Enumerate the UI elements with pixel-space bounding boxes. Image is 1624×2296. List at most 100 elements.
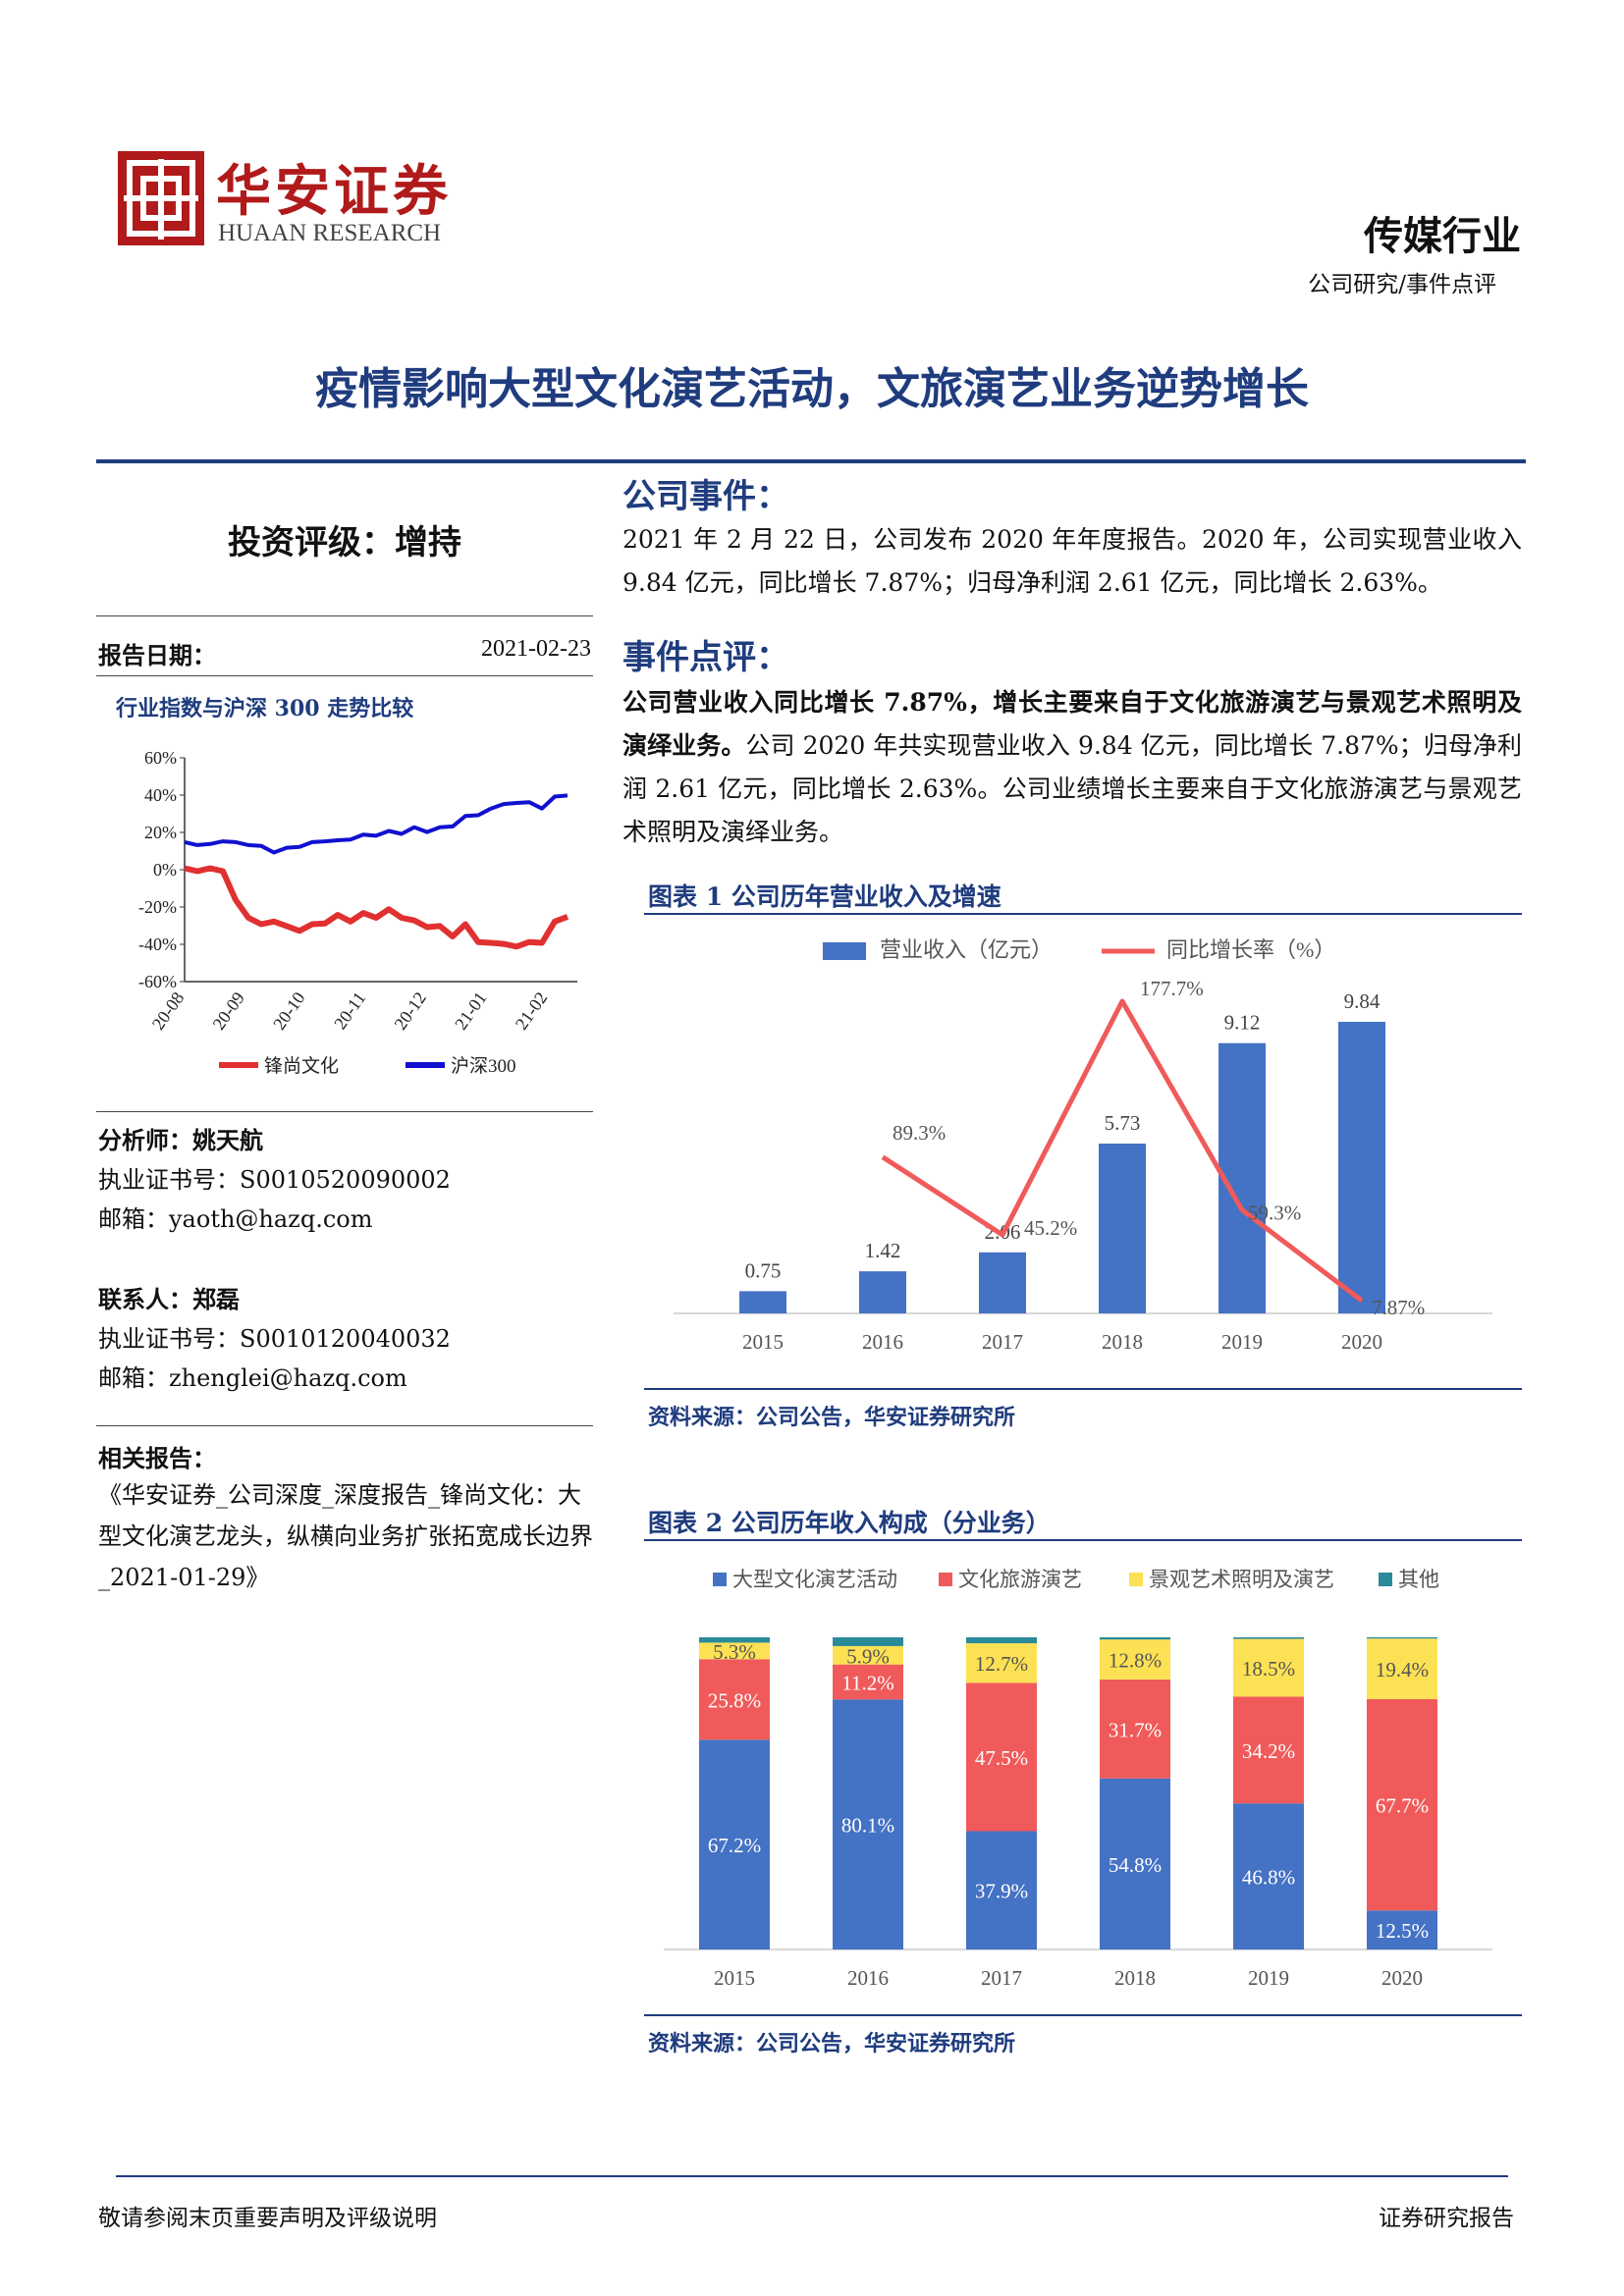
growth-rate-label: 7.87% xyxy=(1372,1296,1425,1319)
bar-value-label: 9.84 xyxy=(1344,989,1380,1013)
contact-label: 联系人： xyxy=(98,1285,192,1313)
x-tick-label: 21-02 xyxy=(512,988,551,1034)
report-date: 2021-02-23 xyxy=(481,636,591,662)
x-tick-label: 2019 xyxy=(1221,1330,1263,1354)
segment-label: 67.7% xyxy=(1376,1794,1429,1818)
segment-label: 19.4% xyxy=(1376,1658,1429,1682)
segment-2015-0 xyxy=(699,1739,770,1949)
segment-2015-2 xyxy=(699,1642,770,1660)
growth-rate-label: 59.3% xyxy=(1248,1201,1301,1225)
event-text: 2021 年 2 月 22 日，公司发布 2020 年年度报告。2020 年，公… xyxy=(623,525,1522,597)
comment-paragraph: 公司营业收入同比增长 7.87%，增长主要来自于文化旅游演艺与景观艺术照明及演绎… xyxy=(623,681,1522,854)
x-tick-label: 2016 xyxy=(847,1966,889,1990)
report-title: 疫情影响大型文化演艺活动，文旅演艺业务逆势增长 xyxy=(315,364,1309,414)
comment-highlight: 公司营业收入同比增长 7.87%，增长主要来自于文化旅游演艺与景观艺术照明及演绎… xyxy=(623,688,1522,760)
divider xyxy=(96,675,593,676)
legend-swatch xyxy=(1129,1573,1143,1586)
analyst-cert: 执业证书号：S0010520090002 xyxy=(98,1166,451,1194)
analyst-email[interactable]: 邮箱：yaoth@hazq.com xyxy=(98,1205,373,1233)
bar-value-label: 9.12 xyxy=(1224,1011,1261,1035)
bar-2018 xyxy=(1099,1144,1146,1313)
divider xyxy=(96,1425,593,1426)
comment-heading: 事件点评： xyxy=(623,638,789,677)
contact-cert: 执业证书号：S0010120040032 xyxy=(98,1325,451,1353)
x-tick-label: 2020 xyxy=(1381,1966,1423,1990)
segment-2016-3 xyxy=(833,1637,903,1646)
segment-label: 12.7% xyxy=(975,1652,1028,1676)
segment-2018-0 xyxy=(1100,1778,1170,1949)
x-tick-label: 20-12 xyxy=(390,988,429,1034)
footer-report-type: 证券研究报告 xyxy=(1379,2206,1514,2231)
x-tick-label: 2015 xyxy=(714,1966,755,1990)
report-date-label: 报告日期： xyxy=(98,641,216,669)
segment-label: 25.8% xyxy=(708,1688,761,1712)
growth-rate-label: 89.3% xyxy=(893,1121,946,1145)
segment-2019-2 xyxy=(1233,1638,1304,1697)
series-line-fengshang xyxy=(184,865,569,950)
figure1-top-rule xyxy=(644,913,1522,915)
event-heading: 公司事件： xyxy=(623,477,789,516)
legend-label: 同比增长率（%） xyxy=(1166,937,1335,962)
bar-2015 xyxy=(739,1291,786,1313)
analyst-name: 姚天航 xyxy=(192,1126,263,1154)
contact-line: 联系人：郑磊 xyxy=(98,1280,240,1314)
contact-email[interactable]: 邮箱：zhenglei@hazq.com xyxy=(98,1364,407,1392)
bar-2020 xyxy=(1338,1021,1385,1313)
x-tick-label: 2018 xyxy=(1114,1966,1156,1990)
growth-rate-label: 177.7% xyxy=(1140,977,1204,1000)
segment-label: 46.8% xyxy=(1242,1866,1295,1890)
legend-swatch xyxy=(713,1573,727,1586)
logo-emblem xyxy=(118,151,204,245)
revenue-growth-chart: 营业收入（亿元） 同比增长率（%）0.7520151.4220162.062017… xyxy=(674,937,1492,1354)
y-tick-label: -40% xyxy=(138,934,177,954)
segment-label: 5.9% xyxy=(846,1644,890,1668)
figure2-source: 资料来源：公司公告，华安证券研究所 xyxy=(648,2031,1016,2056)
segment-label: 5.3% xyxy=(713,1640,756,1664)
footer-disclaimer: 敬请参阅末页重要声明及评级说明 xyxy=(98,2206,437,2231)
analyst-line: 分析师：姚天航 xyxy=(98,1121,263,1155)
segment-label: 31.7% xyxy=(1109,1718,1162,1741)
growth-rate-label: 45.2% xyxy=(1024,1216,1077,1240)
x-tick-label: 20-09 xyxy=(208,988,247,1034)
divider xyxy=(96,1111,593,1112)
legend-label: 景观艺术照明及演艺 xyxy=(1149,1568,1334,1591)
segment-label: 67.2% xyxy=(708,1834,761,1857)
segment-2017-3 xyxy=(966,1637,1037,1644)
analyst-label: 分析师： xyxy=(98,1126,192,1154)
segment-2016-0 xyxy=(833,1699,903,1949)
figure2-bottom-rule xyxy=(644,2014,1522,2016)
related-report-link[interactable]: 《华安证券_公司深度_深度报告_锋尚文化：大型文化演艺龙头，纵横向业务扩张拓宽成… xyxy=(98,1481,593,1591)
report-category: 公司研究/事件点评 xyxy=(1308,272,1496,297)
segment-label: 12.8% xyxy=(1109,1649,1162,1673)
segment-2016-2 xyxy=(833,1645,903,1665)
segment-2018-3 xyxy=(1100,1637,1170,1640)
segment-label: 54.8% xyxy=(1109,1853,1162,1877)
x-tick-label: 20-10 xyxy=(269,988,308,1034)
divider xyxy=(96,615,593,616)
segment-2020-0 xyxy=(1367,1910,1437,1949)
contact-name: 郑磊 xyxy=(192,1285,240,1313)
legend-swatch xyxy=(1379,1573,1392,1586)
x-tick-label: 2015 xyxy=(742,1330,784,1354)
logo-text-en: HUAAN RESEARCH xyxy=(218,220,442,246)
x-tick-label: 20-11 xyxy=(330,988,369,1033)
figure1-bottom-rule xyxy=(644,1388,1522,1390)
legend-swatch xyxy=(823,942,866,960)
y-tick-label: 0% xyxy=(153,860,177,880)
legend-label: 文化旅游演艺 xyxy=(958,1568,1082,1591)
index-comparison-chart: 60% 40% 20% 0% -20% -40% -60%20-08 20-09 20-10 20… xyxy=(138,748,577,1077)
legend-label: 大型文化演艺活动 xyxy=(732,1568,897,1591)
x-tick-label: 21-01 xyxy=(451,988,490,1034)
segment-2018-2 xyxy=(1100,1639,1170,1680)
bar-2016 xyxy=(859,1271,906,1313)
segment-2019-3 xyxy=(1233,1637,1304,1639)
segment-label: 47.5% xyxy=(975,1746,1028,1770)
bar-value-label: 1.42 xyxy=(865,1239,901,1262)
x-tick-label: 2017 xyxy=(981,1966,1022,1990)
figure1-source: 资料来源：公司公告，华安证券研究所 xyxy=(648,1405,1016,1430)
segment-2017-0 xyxy=(966,1831,1037,1949)
y-tick-label: 40% xyxy=(144,785,177,805)
segment-label: 11.2% xyxy=(841,1671,893,1694)
segment-2020-3 xyxy=(1367,1637,1437,1639)
segment-label: 80.1% xyxy=(841,1814,894,1838)
